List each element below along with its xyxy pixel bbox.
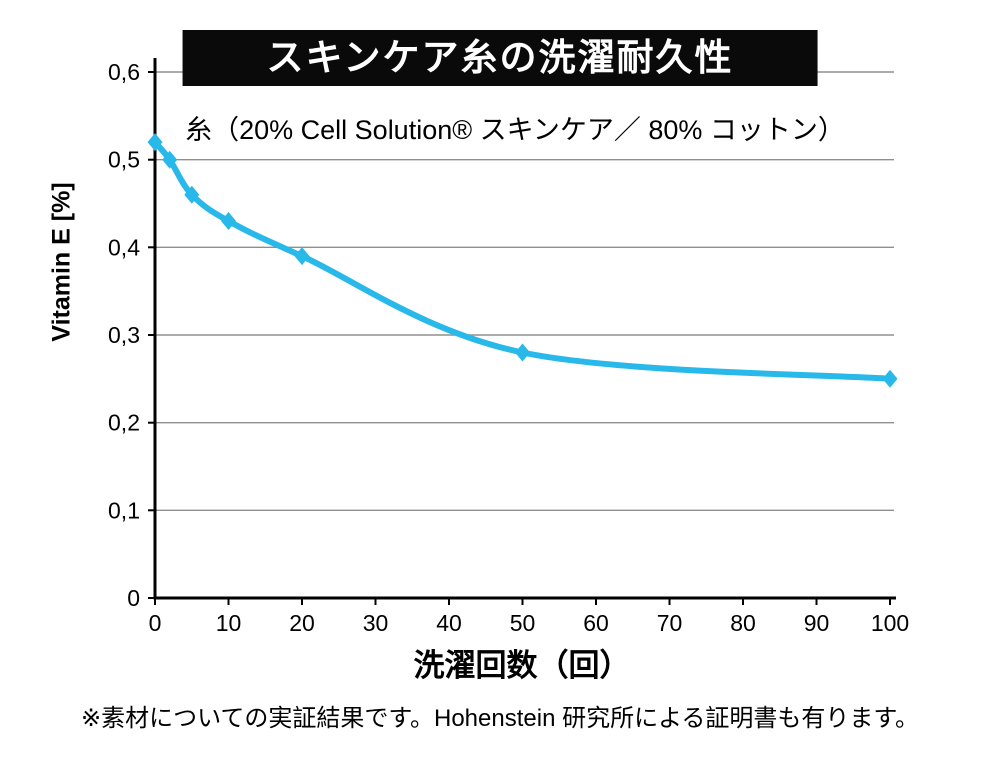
- y-tick-labels: 0 0,1 0,2 0,3 0,4 0,5 0,6: [108, 59, 140, 611]
- svg-text:10: 10: [216, 610, 242, 636]
- chart-title: スキンケア糸の洗濯耐久性: [266, 37, 734, 78]
- svg-text:0,2: 0,2: [108, 410, 140, 436]
- svg-text:40: 40: [436, 610, 462, 636]
- svg-text:20: 20: [289, 610, 315, 636]
- svg-text:0,4: 0,4: [108, 234, 140, 260]
- svg-text:90: 90: [804, 610, 830, 636]
- series-markers: [147, 133, 898, 388]
- footnote: ※素材についての実証結果です。Hohenstein 研究所による証明書も有ります…: [81, 705, 919, 732]
- svg-text:0,6: 0,6: [108, 59, 140, 85]
- svg-text:80: 80: [730, 610, 756, 636]
- svg-text:0,1: 0,1: [108, 497, 140, 523]
- svg-text:100: 100: [871, 610, 909, 636]
- x-axis-title: 洗濯回数（回）: [413, 648, 631, 683]
- svg-text:0: 0: [149, 610, 162, 636]
- x-tick-labels: 0 10 20 30 40 50 60 70 80 90 100: [149, 610, 910, 636]
- svg-text:0: 0: [127, 585, 140, 611]
- svg-text:70: 70: [657, 610, 683, 636]
- axis-ticks: [148, 71, 891, 605]
- series-line: [152, 139, 893, 382]
- svg-text:0,3: 0,3: [108, 322, 140, 348]
- svg-text:50: 50: [510, 610, 536, 636]
- svg-text:0,5: 0,5: [108, 147, 140, 173]
- chart-subtitle: 糸（20% Cell Solution® スキンケア／ 80% コットン）: [185, 115, 845, 145]
- svg-text:60: 60: [583, 610, 609, 636]
- y-axis-title: Vitamin E [%]: [47, 182, 76, 342]
- chart-title-banner: スキンケア糸の洗濯耐久性: [182, 30, 818, 86]
- svg-text:30: 30: [363, 610, 389, 636]
